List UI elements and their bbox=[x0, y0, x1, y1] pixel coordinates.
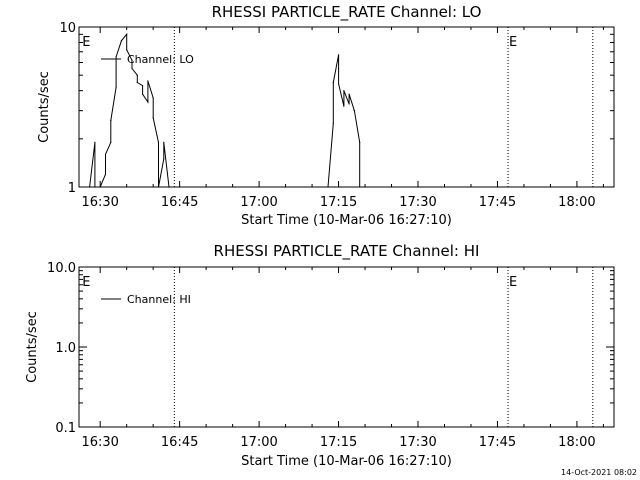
data-point bbox=[152, 117, 154, 119]
data-point bbox=[88, 186, 91, 188]
data-point bbox=[115, 86, 117, 88]
legend-label: Channel: HI bbox=[127, 293, 191, 306]
plot-frame bbox=[78, 26, 615, 188]
x-tick-label: 16:30 bbox=[81, 195, 118, 210]
data-point bbox=[337, 83, 340, 85]
data-point bbox=[147, 80, 149, 82]
x-tick-label: 16:45 bbox=[161, 435, 198, 450]
data-point bbox=[126, 49, 128, 51]
y-tick-label: 1.0 bbox=[55, 341, 76, 356]
data-point bbox=[337, 67, 340, 70]
data-point bbox=[147, 101, 149, 103]
x-tick-label: 17:00 bbox=[240, 195, 277, 210]
data-point bbox=[353, 110, 356, 112]
x-tick-label: 18:00 bbox=[558, 435, 595, 450]
y-tick-label: 10.0 bbox=[47, 261, 76, 276]
data-point bbox=[131, 67, 133, 70]
legend-label: Channel: LO bbox=[127, 53, 194, 66]
data-point bbox=[364, 186, 366, 188]
data-point bbox=[163, 141, 165, 143]
y-tick-label: 1 bbox=[68, 181, 76, 196]
data-point bbox=[141, 85, 144, 87]
x-tick-label: 17:30 bbox=[399, 195, 436, 210]
data-point bbox=[136, 81, 138, 84]
event-line-label: E bbox=[509, 35, 517, 50]
x-axis-label: Start Time (10-Mar-06 16:27:10) bbox=[241, 213, 452, 228]
data-point bbox=[157, 141, 160, 143]
data-point bbox=[348, 93, 350, 95]
data-point bbox=[104, 173, 107, 175]
plot-frame bbox=[78, 266, 615, 428]
data-point bbox=[104, 153, 107, 155]
x-tick-label: 18:00 bbox=[558, 195, 595, 210]
x-axis-label: Start Time (10-Mar-06 16:27:10) bbox=[241, 454, 452, 469]
y-tick-label: 10 bbox=[59, 21, 76, 36]
data-point bbox=[327, 186, 329, 188]
data-point bbox=[110, 141, 112, 143]
x-tick-label: 17:00 bbox=[240, 435, 277, 450]
x-tick-label: 17:45 bbox=[479, 195, 516, 210]
chart-title: RHESSI PARTICLE_RATE Channel: LO bbox=[212, 3, 482, 22]
x-tick-label: 17:15 bbox=[320, 195, 357, 210]
data-point bbox=[110, 120, 112, 122]
data-point bbox=[136, 74, 138, 76]
y-axis-label: Counts/sec bbox=[37, 71, 52, 143]
start-marker-label: E bbox=[82, 35, 90, 50]
data-point bbox=[120, 40, 122, 42]
data-point bbox=[115, 56, 117, 58]
start-marker-label: E bbox=[82, 275, 90, 290]
data-point bbox=[343, 105, 345, 107]
data-point bbox=[332, 122, 334, 124]
data-point bbox=[359, 186, 361, 188]
event-line-label: E bbox=[509, 275, 517, 290]
data-point bbox=[152, 97, 154, 99]
data-point bbox=[348, 103, 350, 105]
data-point bbox=[359, 141, 361, 143]
data-point bbox=[141, 93, 144, 95]
data-point bbox=[126, 33, 128, 35]
x-tick-label: 17:45 bbox=[479, 435, 516, 450]
data-point bbox=[163, 158, 165, 160]
x-tick-label: 17:15 bbox=[320, 435, 357, 450]
data-point bbox=[131, 59, 133, 61]
x-tick-label: 17:30 bbox=[399, 435, 436, 450]
data-point bbox=[168, 186, 170, 188]
data-point bbox=[337, 54, 340, 56]
x-tick-label: 16:45 bbox=[161, 195, 198, 210]
x-tick-label: 16:30 bbox=[81, 435, 118, 450]
y-tick-label: 0.1 bbox=[55, 421, 76, 436]
y-axis-label: Counts/sec bbox=[25, 311, 40, 383]
timestamp-label: 14-Oct-2021 08:02 bbox=[561, 468, 637, 477]
data-point bbox=[94, 186, 96, 188]
chart-title: RHESSI PARTICLE_RATE Channel: HI bbox=[214, 242, 480, 261]
series-line-0 bbox=[89, 32, 365, 188]
data-point bbox=[157, 186, 160, 188]
data-point bbox=[94, 141, 96, 143]
data-point bbox=[332, 81, 334, 84]
data-point bbox=[99, 186, 101, 188]
data-point bbox=[343, 90, 345, 92]
